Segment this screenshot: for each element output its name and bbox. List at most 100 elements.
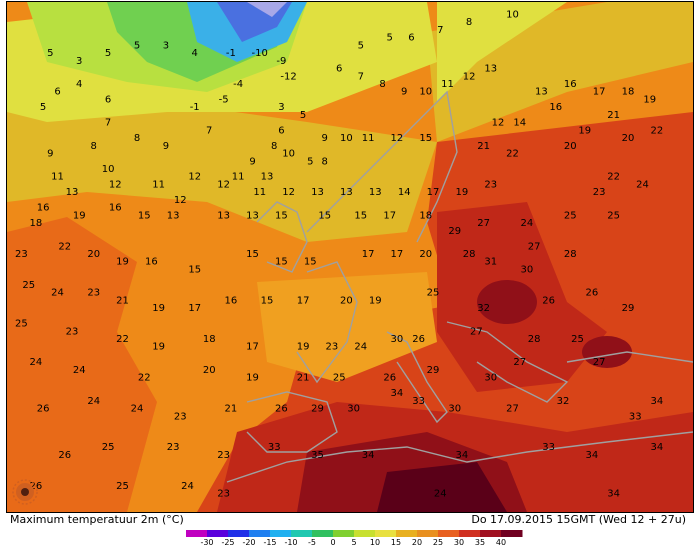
temperature-label-af31: 24: [434, 489, 447, 500]
temperature-label-ms60: 24: [636, 180, 649, 191]
temperature-label-nw1: 5: [47, 48, 53, 59]
temperature-label-nw10: -12: [280, 71, 296, 82]
legend-swatch: [333, 530, 355, 537]
legend-tick-label: 0: [330, 538, 335, 546]
temperature-label-af22: 34: [362, 450, 375, 461]
temperature-label-ms56: 24: [521, 218, 534, 229]
temperature-label-nw18: 7: [105, 118, 111, 129]
legend-tick-label: -5: [308, 538, 316, 546]
temperature-label-ss3: 22: [116, 334, 129, 345]
temperature-label-ms1: 9: [322, 133, 328, 144]
legend-tick-label: -15: [263, 538, 276, 546]
temperature-label-ms27: 11: [51, 172, 64, 183]
temperature-label-ms15: 22: [651, 125, 664, 136]
temperature-label-sw8: 15: [275, 257, 288, 268]
temperature-label-na8: 13: [484, 64, 497, 75]
temperature-label-ms8: 16: [549, 102, 562, 113]
temperature-label-af12: 27: [506, 404, 519, 415]
temperature-label-ms43: 19: [73, 210, 86, 221]
hot-spot-central: [477, 280, 537, 324]
temperature-label-ss18: 20: [203, 365, 216, 376]
temperature-label-ms37: 14: [398, 187, 411, 198]
temperature-label-ms38: 17: [427, 187, 440, 198]
legend-tick-label: 20: [412, 538, 422, 546]
temperature-label-ms55: 27: [477, 218, 490, 229]
temperature-label-ms9: 13: [535, 87, 548, 98]
temperature-label-nw30: 8: [322, 156, 328, 167]
zone-atlantic-west: [7, 217, 157, 512]
temperature-fill-layer: [7, 2, 693, 512]
temperature-label-nw23: 7: [206, 125, 212, 136]
legend-swatch: [270, 530, 292, 537]
temperature-label-ss13: 28: [528, 334, 541, 345]
temperature-label-na9: 5: [358, 40, 364, 51]
coastline-layer: [226, 90, 693, 483]
temperature-label-ss20: 21: [297, 373, 310, 384]
temperature-label-sw11: 17: [391, 249, 404, 260]
temperature-label-sw7: 15: [246, 249, 259, 260]
temperature-label-af4: 23: [174, 411, 187, 422]
temperature-label-ms39: 19: [456, 187, 469, 198]
temperature-label-af28: 25: [116, 481, 129, 492]
temperature-label-af24: 33: [542, 442, 555, 453]
legend-swatch: [312, 530, 334, 537]
temperature-label-ms23: 12: [217, 180, 230, 191]
temperature-label-ms35: 13: [340, 187, 353, 198]
temperature-label-ms14: 21: [607, 110, 620, 121]
temperature-label-af9: 34: [391, 388, 404, 399]
temperature-label-ms48: 13: [246, 210, 259, 221]
temperature-label-ms16: 20: [622, 133, 635, 144]
temperature-label-ms42: 16: [37, 203, 50, 214]
temperature-label-ss6: 17: [246, 342, 259, 353]
temperature-label-ms21: 9: [249, 156, 255, 167]
temperature-label-ms50: 15: [318, 210, 331, 221]
temperature-label-ms47: 13: [217, 210, 230, 221]
temperature-label-ms13: 19: [643, 95, 656, 106]
temperature-label-ss7: 19: [297, 342, 310, 353]
temperature-label-sw26: 17: [297, 295, 310, 306]
temperature-label-sw25: 15: [261, 295, 274, 306]
temperature-label-ms24: 13: [261, 172, 274, 183]
temperature-label-ms18: 19: [578, 125, 591, 136]
temperature-label-ms34: 13: [311, 187, 324, 198]
temperature-label-nw9: -9: [276, 56, 286, 67]
temperature-label-ms7: 14: [513, 118, 526, 129]
temperature-label-ms29: 12: [188, 172, 201, 183]
temperature-label-af16: 26: [58, 450, 71, 461]
map-title: Maximum temperatuur 2m (°C): [10, 513, 184, 526]
temperature-label-sw27: 20: [340, 295, 353, 306]
temperature-label-ms28: 10: [102, 164, 115, 175]
temperature-label-ss17: 22: [138, 373, 151, 384]
legend-swatch: [186, 530, 208, 537]
legend-swatch: [501, 530, 523, 537]
coast-scandinavia: [306, 90, 458, 243]
temperature-label-ms10: 16: [564, 79, 577, 90]
temperature-label-na11: 6: [408, 33, 414, 44]
temperature-label-af1: 26: [37, 404, 50, 415]
coast-iberia: [246, 391, 338, 453]
temperature-label-na12: 7: [437, 25, 443, 36]
legend-swatches: [186, 530, 523, 537]
temperature-label-ms49: 15: [275, 210, 288, 221]
temperature-label-ms11: 17: [593, 87, 606, 98]
temperature-label-ms52: 17: [383, 210, 396, 221]
coast-british-isles: [256, 201, 308, 273]
temperature-label-nw25: 5: [300, 110, 306, 121]
temperature-label-na13: 8: [466, 17, 472, 28]
temperature-label-sw1: 23: [15, 249, 28, 260]
legend-swatch: [375, 530, 397, 537]
temperature-label-af30: 23: [217, 489, 230, 500]
temperature-label-af19: 23: [217, 450, 230, 461]
temperature-label-sw3: 20: [87, 249, 100, 260]
temperature-label-ss23: 29: [427, 365, 440, 376]
temperature-label-sw15: 30: [521, 265, 534, 276]
legend-tick-label: 15: [391, 538, 401, 546]
temperature-label-sw33: 29: [622, 303, 635, 314]
temperature-label-af29: 24: [181, 481, 194, 492]
temperature-label-sw20: 23: [87, 288, 100, 299]
temperature-label-af11: 30: [448, 404, 461, 415]
map-footer: Maximum temperatuur 2m (°C) Do 17.09.201…: [6, 513, 694, 527]
temperature-label-ms46: 13: [167, 210, 180, 221]
hot-spot-east: [582, 336, 632, 368]
